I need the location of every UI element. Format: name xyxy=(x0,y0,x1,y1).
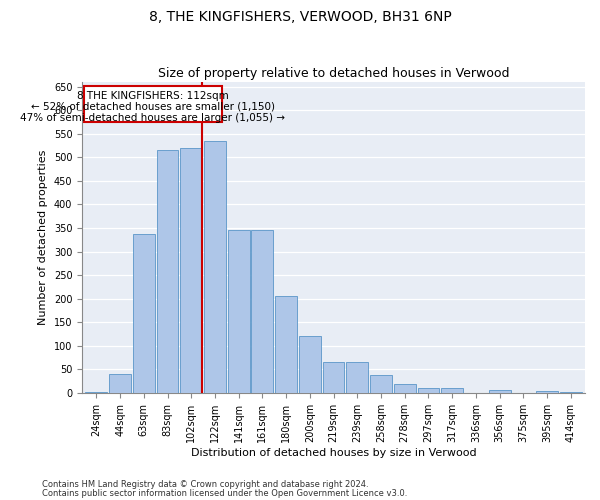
Title: Size of property relative to detached houses in Verwood: Size of property relative to detached ho… xyxy=(158,66,509,80)
X-axis label: Distribution of detached houses by size in Verwood: Distribution of detached houses by size … xyxy=(191,448,476,458)
Bar xyxy=(323,362,344,393)
Bar xyxy=(441,388,463,393)
Text: Contains HM Land Registry data © Crown copyright and database right 2024.: Contains HM Land Registry data © Crown c… xyxy=(42,480,368,489)
Bar xyxy=(418,388,439,393)
Bar xyxy=(299,336,321,393)
Text: 8, THE KINGFISHERS, VERWOOD, BH31 6NP: 8, THE KINGFISHERS, VERWOOD, BH31 6NP xyxy=(149,10,451,24)
Bar xyxy=(394,384,416,393)
Bar xyxy=(133,234,155,393)
Y-axis label: Number of detached properties: Number of detached properties xyxy=(38,150,48,325)
Bar xyxy=(275,296,297,393)
Bar xyxy=(109,374,131,393)
Text: ← 52% of detached houses are smaller (1,150): ← 52% of detached houses are smaller (1,… xyxy=(31,102,275,112)
Text: 47% of semi-detached houses are larger (1,055) →: 47% of semi-detached houses are larger (… xyxy=(20,113,286,123)
Bar xyxy=(536,392,558,393)
Bar xyxy=(228,230,250,393)
Bar xyxy=(251,230,274,393)
Bar xyxy=(370,376,392,393)
Bar xyxy=(204,141,226,393)
Bar xyxy=(157,150,178,393)
Bar xyxy=(181,148,202,393)
FancyBboxPatch shape xyxy=(84,86,221,122)
Bar xyxy=(85,392,107,393)
Bar xyxy=(560,392,581,393)
Bar xyxy=(346,362,368,393)
Bar xyxy=(488,390,511,393)
Text: Contains public sector information licensed under the Open Government Licence v3: Contains public sector information licen… xyxy=(42,489,407,498)
Text: 8 THE KINGFISHERS: 112sqm: 8 THE KINGFISHERS: 112sqm xyxy=(77,90,229,101)
